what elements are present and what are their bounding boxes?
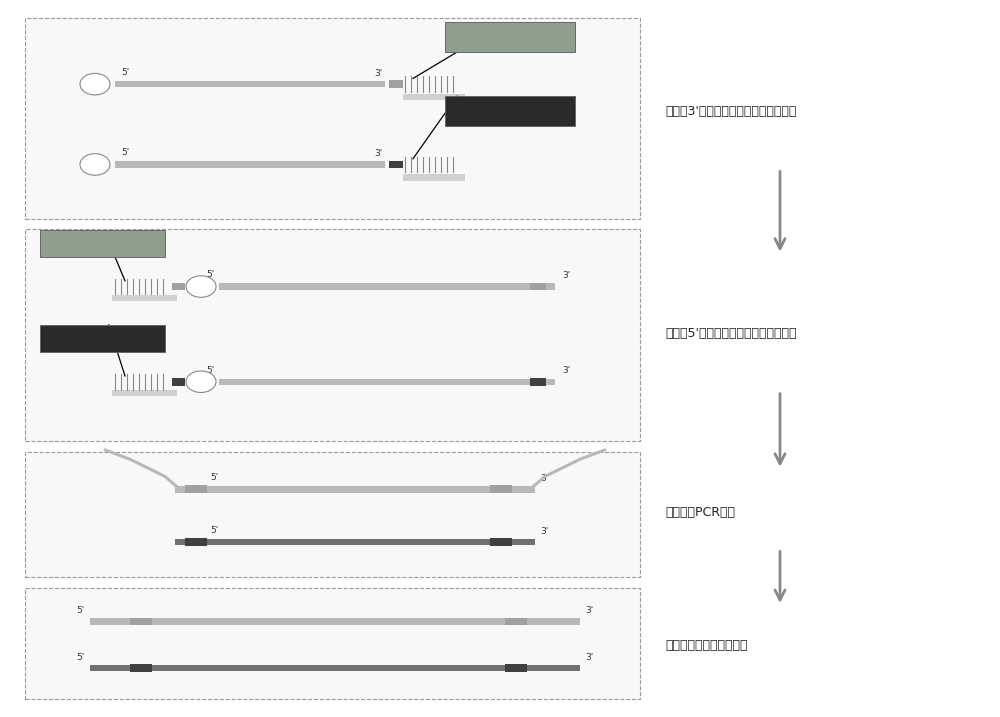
Bar [219,379,555,385]
Bar [25,229,640,441]
Bar [175,539,535,545]
Bar [40,325,165,352]
Bar [112,390,177,397]
Bar [530,378,546,386]
Bar [530,282,546,290]
Bar [389,161,403,168]
Text: 分子标签: 分子标签 [90,238,115,248]
Text: 5': 5' [206,366,214,374]
Circle shape [186,371,216,392]
Text: 通用引物PCR扩增: 通用引物PCR扩增 [665,506,735,519]
Bar [172,378,185,386]
Text: 3': 3' [585,652,593,662]
Bar [505,617,527,625]
Bar [90,618,580,625]
Text: 3': 3' [375,69,383,77]
Text: 5': 5' [210,526,218,535]
Bar [25,452,640,577]
Bar [219,283,555,290]
Text: 5': 5' [206,270,214,280]
Text: 5': 5' [121,148,129,157]
Text: P: P [198,377,204,386]
Text: 分子标签: 分子标签 [498,106,522,116]
Circle shape [186,276,216,298]
Circle shape [80,153,110,175]
Bar [185,485,207,493]
Text: 3': 3' [375,149,383,158]
Bar [445,22,575,52]
Bar [175,486,535,493]
Bar [403,94,465,100]
Text: 分子标签: 分子标签 [90,333,115,343]
Text: P: P [92,80,98,89]
Text: P: P [198,282,204,291]
Bar [25,18,640,219]
Bar [445,96,575,126]
Bar [90,665,580,671]
Bar [130,617,152,625]
Text: P: P [92,160,98,169]
Text: 3': 3' [585,606,593,614]
Text: 5': 5' [77,652,85,662]
Bar [490,538,512,546]
Bar [130,665,152,672]
Text: 3': 3' [562,366,570,375]
Bar [172,282,185,290]
Bar [505,665,527,672]
Bar [115,81,385,87]
Bar [185,538,207,546]
Text: 3': 3' [540,526,548,536]
Text: 3': 3' [562,271,570,280]
Text: 5': 5' [121,68,129,77]
Text: 模板链3'端加带有分子标签的第一接头: 模板链3'端加带有分子标签的第一接头 [665,105,796,118]
Text: 5': 5' [210,473,218,483]
Bar [389,80,403,88]
Text: 带有分子标签的建库产物: 带有分子标签的建库产物 [665,639,748,652]
Bar [40,229,165,257]
Text: 分子标签: 分子标签 [498,32,522,42]
Text: 3': 3' [540,474,548,483]
Bar [403,174,465,181]
Text: 5': 5' [77,606,85,614]
Text: 模板链5'端加带有分子标签的第二接头: 模板链5'端加带有分子标签的第二接头 [665,327,796,340]
Bar [112,295,177,301]
Bar [115,161,385,168]
Bar [490,485,512,493]
Circle shape [80,73,110,95]
Bar [25,588,640,699]
